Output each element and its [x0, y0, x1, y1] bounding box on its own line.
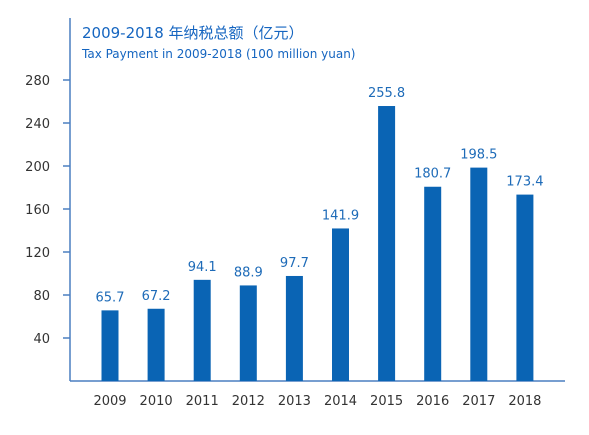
bar — [285, 275, 303, 381]
axes: 40 80 120 160 200 240 280 2009 2010 2011 2012 2013 2… — [25, 18, 565, 409]
x-tick-label: 2018 — [508, 394, 541, 409]
y-tick-label: 160 — [25, 203, 50, 218]
bars — [101, 106, 534, 381]
data-label: 141.9 — [322, 208, 359, 223]
chart-subtitle: Tax Payment in 2009-2018 (100 million yu… — [81, 47, 355, 61]
x-tick-label: 2014 — [324, 394, 357, 409]
y-tick-label: 200 — [25, 160, 50, 175]
data-label: 67.2 — [142, 289, 171, 304]
y-tick-label: 280 — [25, 74, 50, 89]
bar — [378, 106, 396, 381]
x-tick-label: 2015 — [370, 394, 403, 409]
bar — [516, 194, 534, 381]
data-label: 255.8 — [368, 86, 405, 101]
x-tick-label: 2013 — [278, 394, 311, 409]
bar — [332, 228, 349, 381]
data-label: 198.5 — [460, 148, 497, 163]
data-label: 65.7 — [96, 290, 125, 305]
x-tick-label: 2017 — [462, 394, 495, 409]
data-labels: 65.7 67.2 94.1 88.9 97.7 141.9 255.8 180.7 198.5… — [96, 86, 544, 305]
x-tick-label: 2011 — [186, 394, 219, 409]
y-tick-label: 240 — [25, 117, 50, 132]
x-tick-label: 2016 — [416, 394, 449, 409]
x-tick-label: 2009 — [93, 394, 126, 409]
y-tick-label: 40 — [33, 332, 50, 347]
data-label: 173.4 — [506, 175, 543, 190]
data-label: 88.9 — [234, 265, 263, 280]
data-label: 97.7 — [280, 256, 309, 271]
bar — [101, 310, 119, 381]
bar — [470, 167, 488, 381]
y-tick-label: 120 — [25, 246, 50, 261]
data-label: 94.1 — [188, 260, 217, 275]
bar — [239, 285, 257, 381]
x-tick-label: 2012 — [232, 394, 265, 409]
y-tick-label: 80 — [33, 289, 50, 304]
data-label: 180.7 — [414, 167, 451, 182]
bar — [424, 186, 442, 381]
bar — [193, 279, 211, 381]
x-tick-label: 2010 — [140, 394, 173, 409]
bar — [147, 308, 165, 381]
chart-title: 2009-2018 年纳税总额（亿元） — [82, 24, 304, 42]
